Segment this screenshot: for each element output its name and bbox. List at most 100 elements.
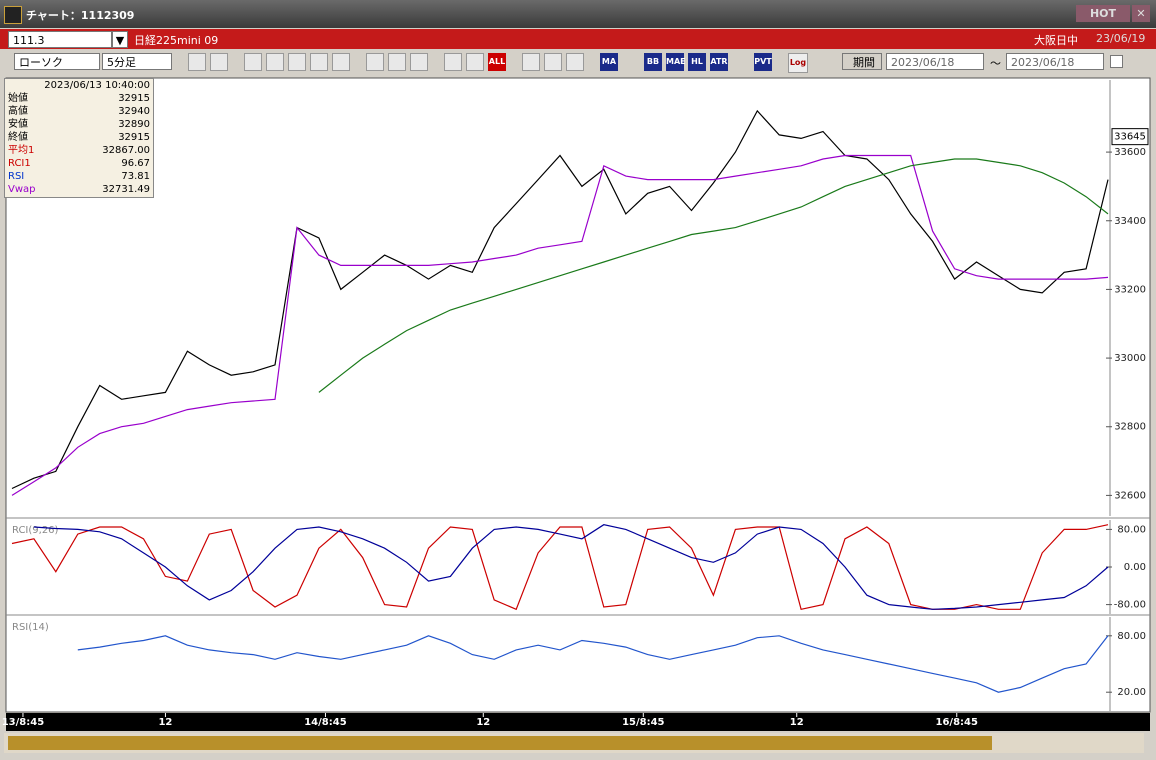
series-line <box>11 154 1109 496</box>
mae-button[interactable]: MAE <box>666 53 686 71</box>
y-tick-label: 20.00 <box>1117 687 1146 698</box>
symbol-bar: 111.3 ▼ 日経225mini 09 大阪日中 23/06/19 <box>0 29 1156 49</box>
from-date[interactable]: 2023/06/18 <box>886 53 984 70</box>
info-row: RCI1 96.67 <box>5 157 153 170</box>
y-tick-label: 32600 <box>1114 490 1146 501</box>
code-input[interactable]: 111.3 <box>8 31 112 48</box>
market-date: 23/06/19 <box>1096 32 1146 45</box>
info-label: Vwap <box>8 184 36 195</box>
last-value-label: 33645 <box>1114 132 1146 143</box>
series-line <box>11 524 1109 611</box>
to-date[interactable]: 2023/06/18 <box>1006 53 1104 70</box>
x-axis-bar <box>6 713 1150 731</box>
info-value: 96.67 <box>121 158 150 169</box>
code-dropdown[interactable]: ▼ <box>112 31 128 48</box>
info-value: 32731.49 <box>102 184 150 195</box>
x-tick-label: 12 <box>790 717 804 728</box>
tool-icon[interactable] <box>210 53 228 71</box>
info-value: 32940 <box>118 106 150 117</box>
x-tick-label: 14/8:45 <box>304 717 346 728</box>
title-bar: チャート：1112309 HOT ✕ <box>0 0 1156 28</box>
y-tick-label: 0.00 <box>1124 562 1146 573</box>
tool-icon[interactable] <box>544 53 562 71</box>
info-value: 73.81 <box>121 171 150 182</box>
series-line <box>77 635 1109 693</box>
y-tick-label: 33200 <box>1114 284 1146 295</box>
info-row: 終値 32915 <box>5 131 153 144</box>
close-button[interactable]: ✕ <box>1132 5 1150 22</box>
bb-button[interactable]: BB <box>644 53 662 71</box>
chart-background <box>5 77 1151 713</box>
y-tick-label: -80.00 <box>1114 600 1146 611</box>
style-select[interactable]: ローソク <box>14 53 100 70</box>
all-button[interactable]: ALL <box>488 53 506 71</box>
tool-icon[interactable] <box>566 53 584 71</box>
info-value: 32915 <box>118 93 150 104</box>
info-label: 終値 <box>8 132 28 143</box>
x-tick-label: 15/8:45 <box>622 717 664 728</box>
x-tick-label: 12 <box>158 717 172 728</box>
info-label: 高値 <box>8 106 28 117</box>
x-tick-label: 13/8:45 <box>2 717 44 728</box>
info-datetime: 2023/06/13 10:40:00 <box>44 80 150 91</box>
tool-icon[interactable] <box>266 53 284 71</box>
info-label: RCI1 <box>8 158 31 169</box>
tool-icon[interactable] <box>522 53 540 71</box>
info-row: RSI 73.81 <box>5 170 153 183</box>
y-tick-label: 80.00 <box>1117 631 1146 642</box>
info-value: 32915 <box>118 132 150 143</box>
tool-icon[interactable] <box>188 53 206 71</box>
hot-button[interactable]: HOT <box>1076 5 1130 22</box>
symbol-name: 日経225mini 09 <box>134 34 219 47</box>
info-value: 32890 <box>118 119 150 130</box>
info-label: 平均1 <box>8 145 35 156</box>
info-panel: 2023/06/13 10:40:00 始値 32915 高値 32940 安値 3289… <box>4 78 154 198</box>
y-tick-label: 80.00 <box>1117 524 1146 535</box>
tool-icon[interactable] <box>288 53 306 71</box>
series-line <box>33 524 1109 610</box>
y-tick-label: 33000 <box>1114 353 1146 364</box>
tool-icon[interactable] <box>410 53 428 71</box>
x-tick-label: 16/8:45 <box>936 717 978 728</box>
info-row: 安値 32890 <box>5 118 153 131</box>
info-row: 平均1 32867.00 <box>5 144 153 157</box>
hl-button[interactable]: HL <box>688 53 706 71</box>
info-label: 始値 <box>8 93 28 104</box>
info-value: 32867.00 <box>102 145 150 156</box>
tool-icon[interactable] <box>388 53 406 71</box>
info-row: Vwap 32731.49 <box>5 183 153 196</box>
log-button[interactable]: Log <box>788 53 808 73</box>
atr-button[interactable]: ATR <box>710 53 728 71</box>
ma-button[interactable]: MA <box>600 53 618 71</box>
last-value-box <box>1111 128 1149 146</box>
y-tick-label: 33400 <box>1114 216 1146 227</box>
checkbox[interactable] <box>1110 55 1123 68</box>
tool-icon[interactable] <box>244 53 262 71</box>
tilde: ～ <box>990 57 1001 70</box>
tool-icon[interactable] <box>366 53 384 71</box>
interval-select[interactable]: 5分足 <box>102 53 172 70</box>
tool-icon[interactable] <box>466 53 484 71</box>
market: 大阪日中 <box>1034 34 1078 47</box>
y-tick-label: 32800 <box>1114 422 1146 433</box>
pane-label: RSI(14) <box>12 622 49 633</box>
app-icon <box>4 6 22 24</box>
info-label: 安値 <box>8 119 28 130</box>
info-row: 高値 32940 <box>5 105 153 118</box>
window-title: チャート：1112309 <box>26 9 135 22</box>
series-line <box>318 158 1109 393</box>
chart-area: 32600 32800 33000 33200 33400 33600 13/8:45 12 1… <box>2 77 1151 753</box>
info-row: 始値 32915 <box>5 92 153 105</box>
pane-label: RCI(9,26) <box>12 525 59 536</box>
scroll-thumb[interactable] <box>8 736 992 750</box>
period-button[interactable]: 期間 <box>842 53 882 70</box>
tool-icon[interactable] <box>332 53 350 71</box>
info-label: RSI <box>8 171 25 182</box>
tool-icon[interactable] <box>444 53 462 71</box>
y-tick-label: 33600 <box>1114 147 1146 158</box>
pvt-button[interactable]: PVT <box>754 53 772 71</box>
x-tick-label: 12 <box>476 717 490 728</box>
tool-icon[interactable] <box>310 53 328 71</box>
toolbar: ローソク 5分足 ALL MA BB MAE HL ATR PVT Log 期間… <box>0 50 1156 75</box>
